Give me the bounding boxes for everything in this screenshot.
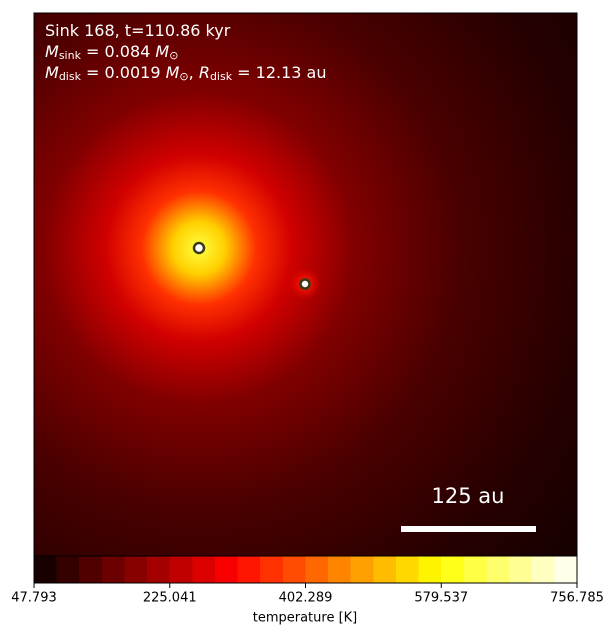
colorbar-tick-label: 225.041 xyxy=(143,591,197,606)
colorbar-tick-label: 402.289 xyxy=(279,591,333,606)
colorbar-tick-label: 579.537 xyxy=(414,591,468,606)
annotation-part: disk xyxy=(210,70,233,83)
annotation-part: Sink 168, t=110.86 kyr xyxy=(45,21,231,40)
annotation-part: M xyxy=(166,63,180,82)
annotation-part: = 12.13 au xyxy=(232,63,326,82)
annotation-part: = 0.0019 xyxy=(81,63,166,82)
annotation-part: ⊙ xyxy=(179,70,188,83)
colorbar xyxy=(33,555,578,584)
annotation: Mdisk = 0.0019 M⊙, Rdisk = 12.13 au xyxy=(45,63,327,84)
scale-bar xyxy=(401,526,536,532)
colorbar-tick-label: 47.793 xyxy=(11,591,57,606)
annotation-part: M xyxy=(155,42,169,61)
annotation-part: ⊙ xyxy=(169,49,178,62)
annotation-part: = 0.084 xyxy=(81,42,155,61)
sink xyxy=(299,278,311,290)
annotation-part: , xyxy=(189,63,199,82)
annotation-part: R xyxy=(199,63,210,82)
annotation-part: disk xyxy=(59,70,82,83)
annotation-part: M xyxy=(45,42,59,61)
colorbar-label: temperature [K] xyxy=(253,611,358,626)
annotation-part: sink xyxy=(59,49,82,62)
annotation-part: M xyxy=(45,63,59,82)
scale-bar-label: 125 au xyxy=(432,484,505,508)
sink xyxy=(192,241,206,255)
annotation: Sink 168, t=110.86 kyr xyxy=(45,21,231,40)
colorbar-tick-label: 756.785 xyxy=(550,591,604,606)
annotation: Msink = 0.084 M⊙ xyxy=(45,42,178,63)
